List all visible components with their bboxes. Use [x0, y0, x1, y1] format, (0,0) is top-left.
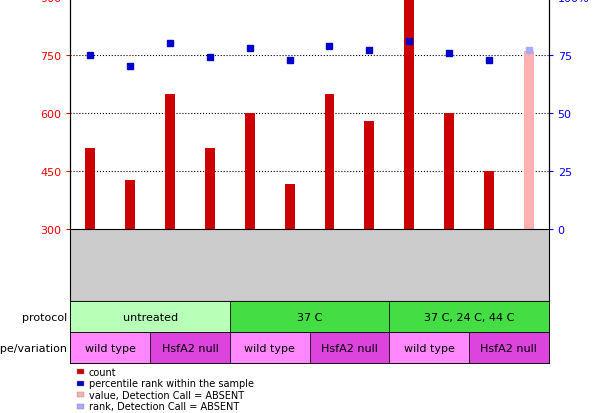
Bar — [230, 301, 389, 332]
Bar — [85, 148, 96, 229]
Bar — [125, 181, 135, 229]
Bar — [165, 94, 175, 229]
Text: percentile rank within the sample: percentile rank within the sample — [89, 378, 254, 388]
Text: count: count — [89, 367, 116, 377]
Bar — [389, 332, 469, 363]
Bar — [245, 114, 255, 229]
Text: untreated: untreated — [123, 312, 178, 322]
Text: 37 C: 37 C — [297, 312, 322, 322]
Bar — [524, 52, 534, 229]
Text: protocol: protocol — [22, 312, 67, 322]
Bar — [364, 122, 375, 229]
Bar — [444, 114, 454, 229]
Bar — [310, 332, 389, 363]
Bar — [484, 171, 494, 229]
Bar — [389, 301, 549, 332]
Text: HsfA2 null: HsfA2 null — [321, 343, 378, 353]
Text: wild type: wild type — [404, 343, 454, 353]
Bar — [70, 332, 150, 363]
Text: 37 C, 24 C, 44 C: 37 C, 24 C, 44 C — [424, 312, 514, 322]
Bar — [404, 0, 414, 229]
Text: value, Detection Call = ABSENT: value, Detection Call = ABSENT — [89, 390, 244, 400]
Text: HsfA2 null: HsfA2 null — [162, 343, 218, 353]
Text: rank, Detection Call = ABSENT: rank, Detection Call = ABSENT — [89, 401, 239, 411]
Text: wild type: wild type — [245, 343, 295, 353]
Text: wild type: wild type — [85, 343, 135, 353]
Bar — [324, 94, 335, 229]
Bar — [150, 332, 230, 363]
Bar — [230, 332, 310, 363]
Bar — [469, 332, 549, 363]
Text: HsfA2 null: HsfA2 null — [481, 343, 537, 353]
Bar — [284, 185, 295, 229]
Text: genotype/variation: genotype/variation — [0, 343, 67, 353]
Bar — [70, 301, 230, 332]
Bar — [205, 148, 215, 229]
